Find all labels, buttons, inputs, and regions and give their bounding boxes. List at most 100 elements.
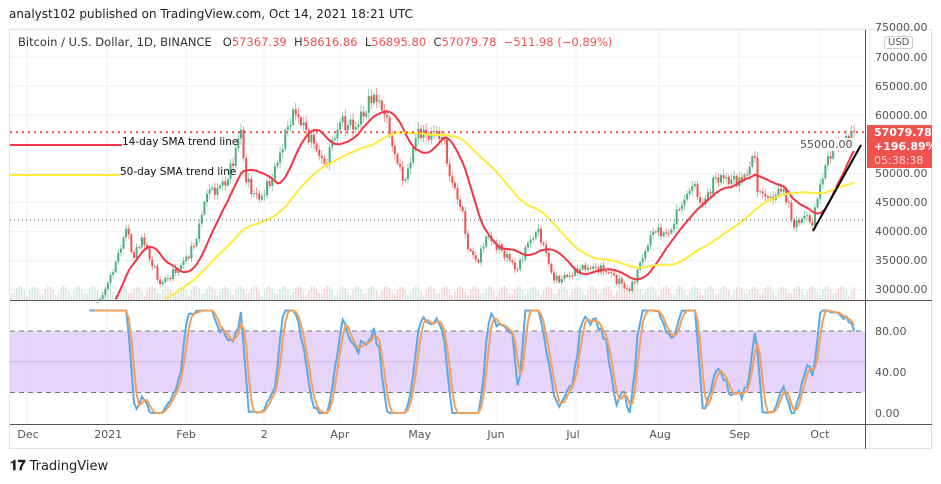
candle-body [761, 191, 764, 194]
candle-body [853, 130, 856, 133]
candle-body [482, 246, 485, 249]
candle-body [412, 147, 415, 163]
candle-body [433, 131, 436, 133]
high-value: 58616.86 [302, 35, 358, 49]
candle-body [307, 129, 310, 143]
candle-body [573, 268, 576, 276]
candle-body [743, 174, 746, 181]
candle-body [503, 250, 506, 258]
candle-body [808, 215, 811, 223]
candle-body [568, 275, 571, 277]
candle-body [667, 233, 670, 235]
price-tick: 35000.00 [875, 254, 928, 268]
candle-body [310, 134, 313, 143]
open-label: O [222, 35, 232, 49]
candle-body [461, 206, 464, 212]
candle-body [639, 262, 642, 270]
candle-body [232, 163, 235, 166]
candle-body [686, 193, 689, 200]
candle-body [605, 271, 608, 273]
candle-body [448, 163, 451, 177]
candle-body [320, 155, 323, 159]
candle-body [620, 278, 623, 284]
candle-body [109, 274, 112, 283]
candle-body [673, 224, 676, 230]
candle-body [164, 278, 167, 283]
candle-body [826, 155, 829, 166]
candle-body [581, 264, 584, 270]
candle-body [104, 289, 107, 296]
published-line: analyst102 published on TradingView.com,… [9, 7, 413, 21]
candle-body [396, 153, 399, 164]
candle-body [659, 227, 662, 237]
candle-body [255, 193, 258, 195]
close-label: C [433, 35, 442, 49]
candle-body [378, 100, 381, 102]
candle-body [252, 193, 255, 195]
candle-body [516, 269, 519, 271]
candle-body [542, 242, 545, 245]
candle-body [216, 187, 219, 195]
candle-body [305, 122, 308, 130]
low-value: 56895.80 [371, 35, 427, 49]
candle-body [725, 176, 728, 179]
candle-body [172, 269, 175, 280]
trend-line [812, 144, 862, 232]
candle-body [610, 272, 613, 274]
candle-body [811, 222, 814, 226]
candle-body [769, 196, 772, 198]
candle-body [219, 185, 222, 188]
osc-tick: 80.00 [875, 324, 907, 338]
candle-body [571, 275, 574, 277]
candle-body [242, 129, 245, 159]
currency-button[interactable]: USD [884, 36, 914, 49]
candle-body [613, 273, 616, 276]
tradingview-logo[interactable]: 𝟏𝟕 TradingView [10, 458, 108, 474]
candle-body [399, 163, 402, 167]
candle-body [268, 180, 271, 187]
candle-body [469, 249, 472, 252]
candle-body [688, 191, 691, 194]
candle-body [751, 156, 754, 167]
candle-body [328, 147, 331, 165]
price-tick: 75000.00 [875, 21, 928, 35]
candle-body [594, 266, 597, 268]
candle-body [607, 272, 610, 274]
candle-body [159, 279, 162, 284]
candle-body [466, 233, 469, 250]
candle-body [816, 198, 819, 208]
candle-body [821, 178, 824, 185]
candle-body [733, 175, 736, 180]
candle-body [148, 247, 151, 260]
candle-body [464, 211, 467, 234]
bar-countdown: 05:38:38 [874, 154, 924, 167]
candle-body [563, 274, 566, 279]
time-tick: Aug [649, 428, 671, 441]
candle-body [813, 207, 816, 226]
candle-body [670, 229, 673, 234]
candle-body [213, 187, 216, 195]
candle-body [260, 195, 263, 200]
candle-body [446, 139, 449, 164]
candle-body [631, 281, 634, 291]
candle-body [589, 267, 592, 269]
candle-body [273, 166, 276, 180]
stoch-d-line [94, 309, 855, 414]
candle-body [662, 232, 665, 237]
candle-body [824, 165, 827, 179]
candle-body [566, 274, 569, 277]
candle-body [208, 189, 211, 194]
candle-body [592, 266, 595, 269]
candle-body [425, 129, 428, 135]
candle-body [636, 269, 639, 283]
time-tick: Jun [487, 428, 505, 441]
candle-body [187, 256, 190, 259]
candle-body [599, 265, 602, 273]
candle-body [122, 237, 125, 249]
candle-body [628, 288, 631, 291]
time-tick: Jul [566, 428, 580, 441]
candle-body [649, 234, 652, 246]
candle-body [323, 158, 326, 164]
candle-body [696, 184, 699, 198]
